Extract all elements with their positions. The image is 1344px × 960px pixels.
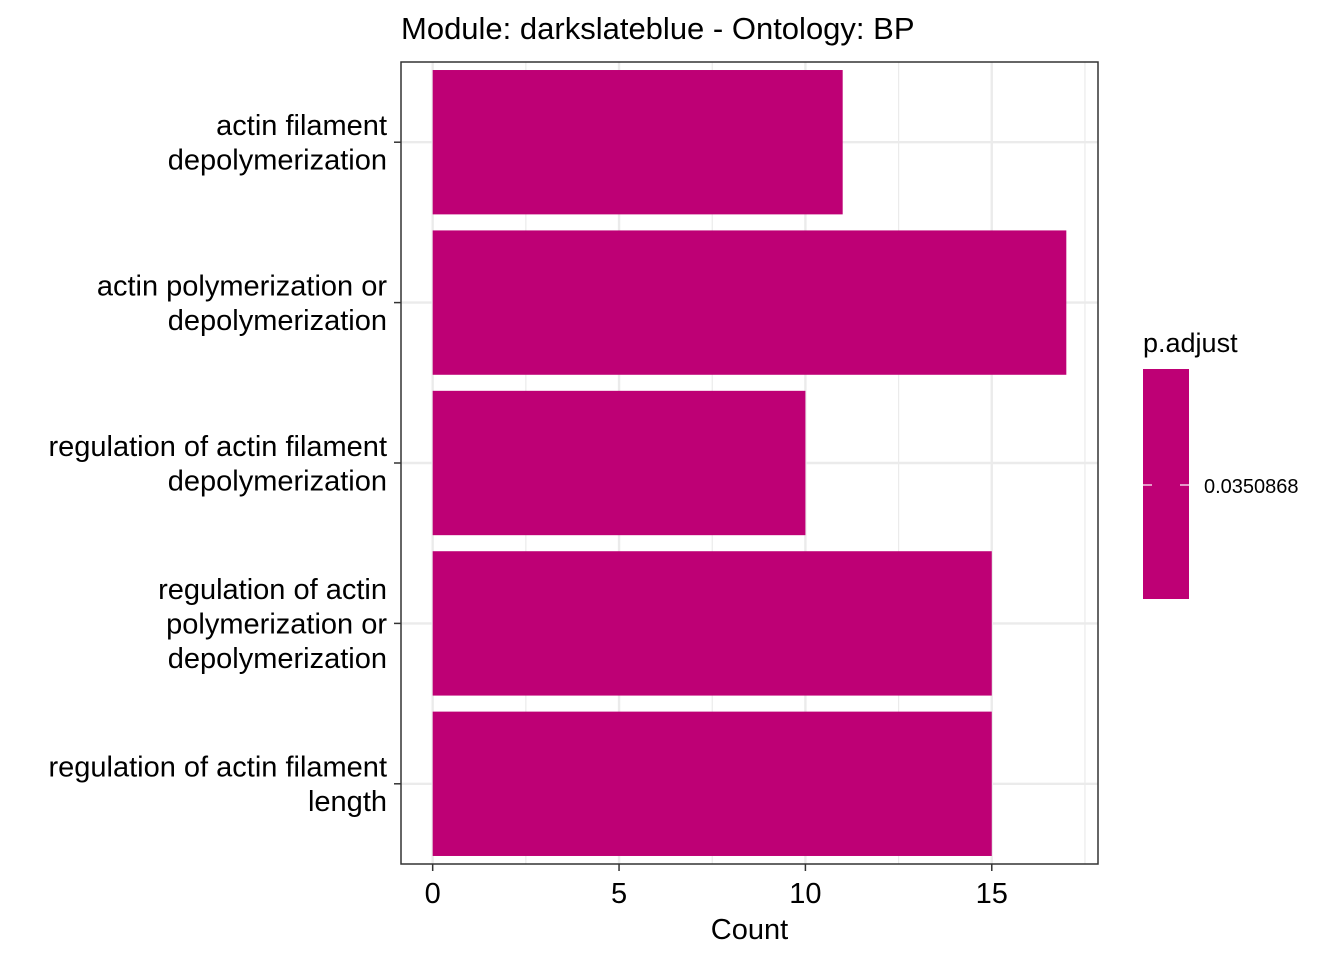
legend-colorbar [1143,369,1189,599]
y-tick-label: depolymerization [168,643,387,675]
x-tick-label: 5 [611,878,627,910]
y-tick-label: depolymerization [168,305,387,337]
x-axis-label: Count [711,914,788,946]
y-tick-label: depolymerization [168,465,387,497]
x-axis: 0 5 10 15 [425,864,1008,910]
y-tick-label: regulation of actin filament [48,752,387,784]
y-tick-label: actin polymerization or [97,270,387,302]
bars [432,70,1067,856]
y-tick-label: polymerization or [166,608,387,640]
chart-title: Module: darkslateblue - Ontology: BP [401,11,915,46]
y-tick-label: length [308,786,387,818]
x-tick-label: 10 [789,878,821,910]
bar [432,551,992,696]
bar [432,70,843,215]
y-tick-label: regulation of actin [158,574,387,606]
x-tick-label: 15 [976,878,1008,910]
y-tick-label: depolymerization [168,144,387,176]
bar [432,230,1067,375]
y-tick-label: actin filament [216,110,387,142]
bar [432,390,806,536]
bar [432,711,992,856]
legend-title: p.adjust [1143,328,1238,358]
y-tick-label: regulation of actin filament [48,431,387,463]
legend: p.adjust 0.0350868 [1143,328,1299,599]
legend-value-label: 0.0350868 [1204,476,1299,498]
x-tick-label: 0 [425,878,441,910]
